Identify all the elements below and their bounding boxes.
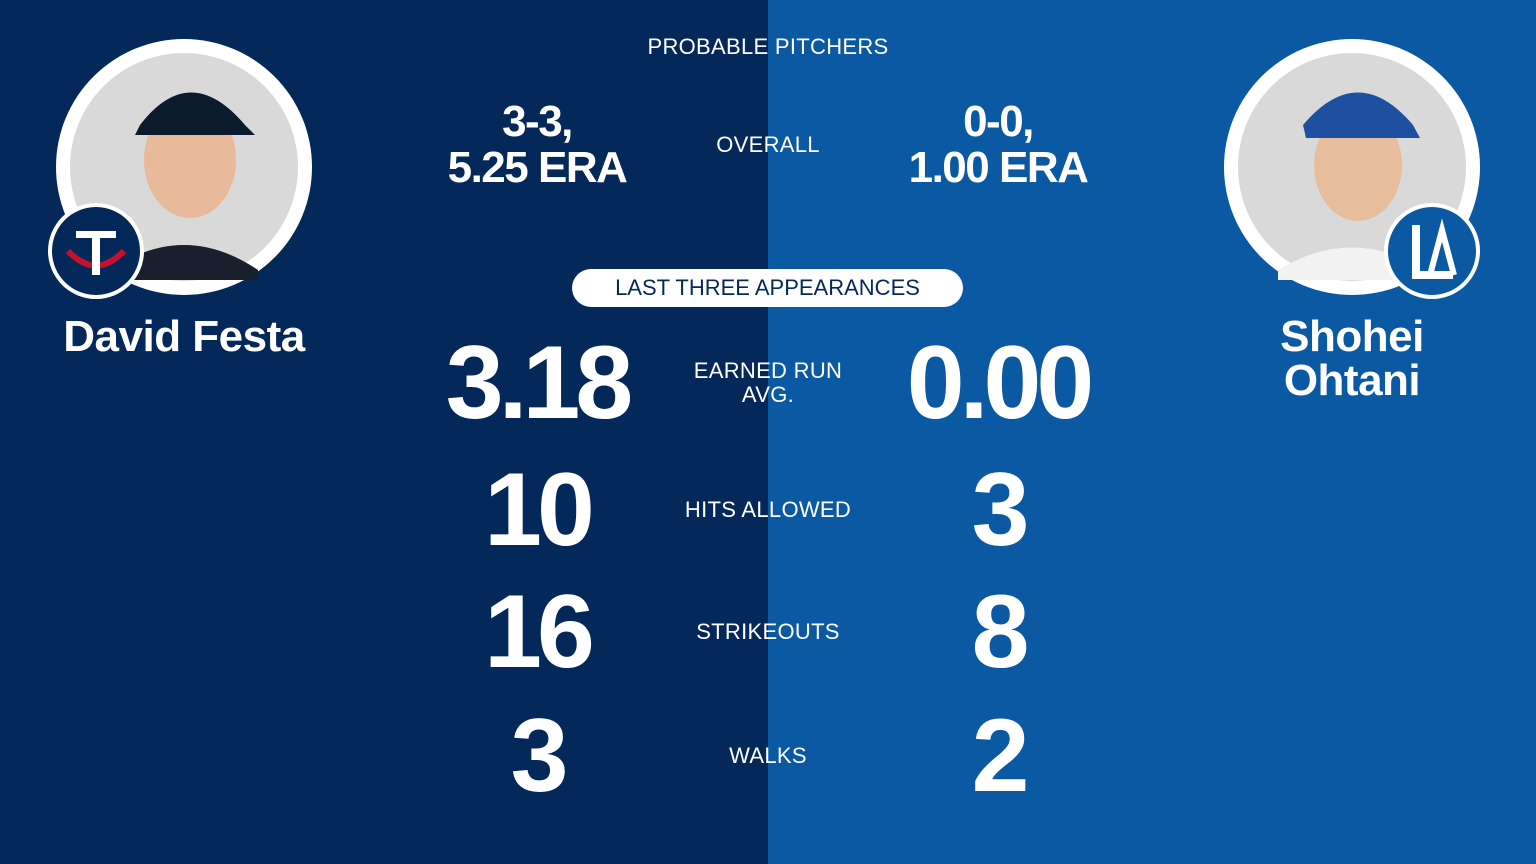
right-stat: 2 bbox=[971, 698, 1030, 814]
label-line: HITS ALLOWED bbox=[684, 497, 852, 522]
label-line: AVG. bbox=[741, 382, 795, 407]
overall-line: 3-3, bbox=[502, 97, 573, 146]
header-title: PROBABLE PITCHERS bbox=[647, 34, 889, 59]
left-stat: 3.18 bbox=[445, 325, 633, 441]
overall-line: 0-0, bbox=[963, 97, 1034, 146]
section-label: LAST THREE APPEARANCES bbox=[572, 269, 963, 307]
right-portrait bbox=[1224, 39, 1480, 299]
label-line: EARNED RUN bbox=[693, 358, 843, 383]
name-line: Ohtani bbox=[1283, 356, 1421, 405]
overall-label: OVERALL bbox=[716, 132, 820, 157]
left-stat: 3 bbox=[510, 698, 569, 814]
left-name: David Festa bbox=[24, 315, 344, 359]
overall-line: 1.00 ERA bbox=[908, 143, 1089, 192]
stat-label: HITS ALLOWED bbox=[658, 498, 878, 522]
name-line: Shohei bbox=[1280, 312, 1424, 361]
left-portrait bbox=[48, 39, 312, 299]
right-stat: 0.00 bbox=[906, 325, 1094, 441]
name-line: David Festa bbox=[63, 312, 305, 361]
right-overall: 0-0, 1.00 ERA bbox=[848, 99, 1148, 191]
stat-label: EARNED RUN AVG. bbox=[658, 359, 878, 407]
right-stat: 8 bbox=[971, 574, 1030, 690]
label-line: STRIKEOUTS bbox=[696, 619, 840, 644]
right-stat: 3 bbox=[971, 452, 1030, 568]
left-overall: 3-3, 5.25 ERA bbox=[387, 99, 687, 191]
stat-label: STRIKEOUTS bbox=[658, 620, 878, 644]
right-name: Shohei Ohtani bbox=[1192, 315, 1512, 403]
stat-label: WALKS bbox=[658, 744, 878, 768]
overall-line: 5.25 ERA bbox=[447, 143, 628, 192]
label-line: WALKS bbox=[729, 743, 807, 768]
left-stat: 16 bbox=[484, 574, 595, 690]
left-stat: 10 bbox=[484, 452, 595, 568]
